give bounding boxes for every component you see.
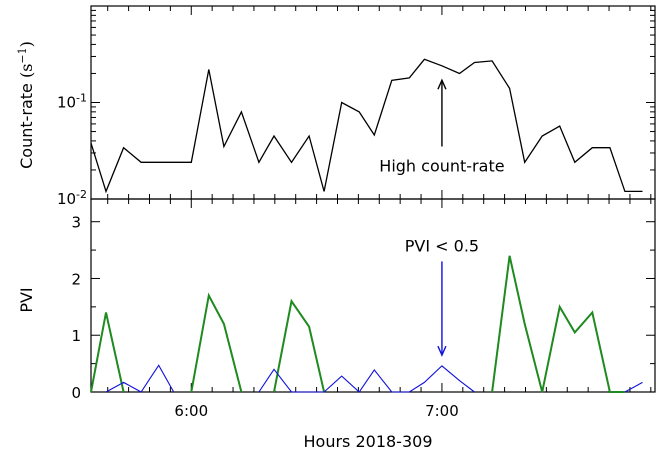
x-tick-label: 7:00 [425,402,459,420]
y-axis-label-text: Count-rate [17,78,36,169]
high-count-rate-label: High count-rate [379,156,504,175]
y-axis-unit-close: ) [17,41,36,47]
count-rate-series-line [90,58,643,194]
high-count-rate-arrow-head [437,78,447,90]
y-tick-label: 10-1 [57,92,87,112]
pvi-y-tick-label: 0 [71,384,81,402]
pvi-arrow-head [437,345,447,357]
pvi-threshold-label: PVI < 0.5 [405,236,479,255]
count-rate-frame [90,5,656,200]
y-tick-label-exponent: -1 [76,92,87,105]
pvi-y-tick-label: 1 [71,327,81,345]
pvi-frame [90,198,656,393]
pvi-y-tick-label: 3 [71,214,81,232]
pvi-panel: 0 1 2 3 6:00 7:00 PVI Hours 2018-309 PVI < 0.5 [17,198,656,451]
x-axis-label: Hours 2018-309 [304,432,433,451]
y-axis-label-pvi: PVI [17,287,36,312]
pvi-series-green [90,255,625,393]
pvi-y-tick-label: 2 [71,270,81,288]
y-axis-label-count-rate: Count-rate (s−1) [16,41,36,169]
count-rate-panel: 10-2 10-1 Count-rate (s−1) High count-rate [16,5,656,208]
y-tick-label: 10-2 [57,188,87,208]
x-tick-label: 6:00 [174,402,208,420]
y-tick-label-exponent: -2 [76,188,87,201]
y-axis-unit-exponent: −1 [16,47,29,63]
y-axis-unit: (s [17,64,36,78]
pvi-series-blue [105,364,643,393]
